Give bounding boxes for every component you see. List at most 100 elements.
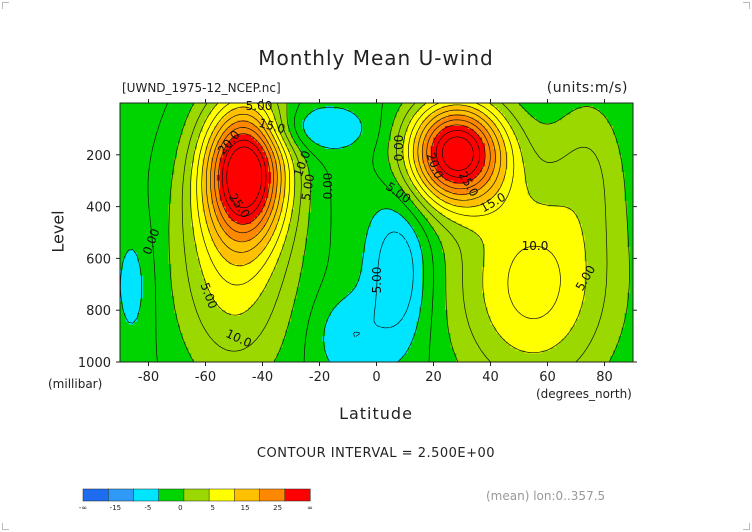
contour-fill-cell bbox=[199, 134, 204, 139]
contour-fill-cell bbox=[239, 111, 244, 116]
contour-fill-cell bbox=[444, 111, 449, 116]
contour-fill-cell bbox=[359, 103, 363, 107]
contour-fill-cell bbox=[288, 131, 292, 136]
contour-fill-cell bbox=[501, 146, 506, 150]
contour-fill-cell bbox=[196, 131, 201, 136]
contour-fill-cell bbox=[182, 137, 187, 142]
contour-fill-cell bbox=[128, 117, 132, 121]
contour-fill-cell bbox=[234, 146, 238, 150]
contour-fill-cell bbox=[544, 111, 549, 116]
contour-fill-cell bbox=[573, 108, 577, 113]
contour-fill-cell bbox=[367, 128, 372, 133]
contour-fill-cell bbox=[624, 143, 628, 147]
contour-fill-cell bbox=[598, 146, 603, 150]
contour-fill-cell bbox=[168, 126, 172, 130]
contour-fill-cell bbox=[216, 143, 221, 147]
contour-fill-cell bbox=[573, 123, 577, 127]
contour-fill-cell bbox=[236, 103, 241, 107]
contour-fill-cell bbox=[268, 114, 272, 118]
contour-fill-cell bbox=[499, 146, 503, 150]
contour-fill-cell bbox=[410, 140, 415, 144]
contour-fill-cell bbox=[396, 143, 400, 147]
contour-fill-cell bbox=[276, 131, 281, 136]
contour-fill-cell bbox=[339, 140, 343, 144]
contour-fill-cell bbox=[165, 151, 170, 156]
contour-fill-cell bbox=[196, 103, 201, 107]
contour-fill-cell bbox=[248, 123, 252, 127]
contour-fill-cell bbox=[219, 103, 224, 107]
contour-fill-cell bbox=[590, 128, 594, 133]
contour-fill-cell bbox=[558, 114, 563, 118]
contour-fill-cell bbox=[271, 111, 275, 116]
contour-fill-cell bbox=[222, 131, 227, 136]
contour-fill-cell bbox=[558, 146, 563, 150]
contour-fill-cell bbox=[125, 131, 130, 136]
contour-fill-cell bbox=[282, 111, 286, 116]
contour-fill-cell bbox=[251, 137, 255, 142]
contour-fill-cell bbox=[148, 140, 152, 144]
contour-fill-cell bbox=[348, 123, 352, 127]
contour-fill-cell bbox=[610, 131, 614, 136]
contour-fill-cell bbox=[196, 105, 201, 110]
contour-fill-cell bbox=[547, 134, 551, 139]
contour-fill-cell bbox=[544, 137, 549, 142]
contour-fill-cell bbox=[467, 143, 472, 147]
contour-fill-cell bbox=[618, 123, 623, 127]
contour-fill-cell bbox=[310, 108, 315, 113]
contour-fill-cell bbox=[521, 103, 526, 107]
contour-fill-cell bbox=[507, 140, 512, 144]
contour-fill-cell bbox=[393, 131, 398, 136]
contour-fill-cell bbox=[456, 134, 460, 139]
contour-fill-cell bbox=[490, 123, 494, 127]
contour-fill-cell bbox=[288, 146, 292, 150]
contour-fill-cell bbox=[296, 143, 301, 147]
contour-fill-cell bbox=[234, 105, 238, 110]
contour-fill-cell bbox=[137, 128, 141, 133]
contour-fill-cell bbox=[399, 128, 403, 133]
contour-fill-cell bbox=[120, 146, 124, 150]
contour-fill-cell bbox=[234, 137, 238, 142]
contour-fill-cell bbox=[442, 134, 446, 139]
contour-fill-cell bbox=[499, 128, 503, 133]
contour-fill-cell bbox=[516, 108, 520, 113]
contour-fill-cell bbox=[293, 149, 298, 153]
contour-fill-cell bbox=[564, 131, 569, 136]
contour-fill-cell bbox=[618, 117, 623, 121]
contour-fill-cell bbox=[490, 146, 494, 150]
contour-fill-cell bbox=[330, 123, 335, 127]
contour-fill-cell bbox=[271, 126, 275, 130]
contour-fill-cell bbox=[282, 131, 286, 136]
contour-fill-cell bbox=[459, 114, 463, 118]
contour-fill-cell bbox=[444, 149, 449, 153]
contour-fill-cell bbox=[561, 143, 566, 147]
contour-fill-cell bbox=[279, 114, 284, 118]
contour-fill-cell bbox=[356, 117, 360, 121]
contour-fill-cell bbox=[285, 143, 289, 147]
contour-fill-cell bbox=[470, 120, 474, 124]
contour-fill-cell bbox=[524, 120, 529, 124]
contour-fill-cell bbox=[171, 149, 175, 153]
contour-fill-cell bbox=[205, 108, 209, 113]
contour-fill-cell bbox=[177, 131, 181, 136]
contour-fill-cell bbox=[490, 128, 494, 133]
contour-fill-cell bbox=[196, 146, 201, 150]
contour-fill-cell bbox=[501, 149, 506, 153]
contour-fill-cell bbox=[308, 131, 312, 136]
contour-fill-cell bbox=[541, 114, 546, 118]
contour-fill-cell bbox=[171, 146, 175, 150]
contour-fill-cell bbox=[339, 117, 343, 121]
contour-fill-cell bbox=[587, 123, 591, 127]
contour-fill-cell bbox=[516, 105, 520, 110]
contour-fill-cell bbox=[444, 128, 449, 133]
contour-fill-cell bbox=[308, 108, 312, 113]
contour-fill-cell bbox=[310, 111, 315, 116]
contour-fill-cell bbox=[536, 134, 540, 139]
contour-fill-cell bbox=[630, 103, 633, 107]
contour-fill-cell bbox=[162, 143, 167, 147]
contour-fill-cell bbox=[262, 143, 266, 147]
contour-fill-cell bbox=[376, 117, 380, 121]
contour-fill-cell bbox=[157, 111, 161, 116]
contour-fill-cell bbox=[578, 114, 583, 118]
contour-fill-cell bbox=[402, 134, 406, 139]
contour-fill-cell bbox=[248, 131, 252, 136]
